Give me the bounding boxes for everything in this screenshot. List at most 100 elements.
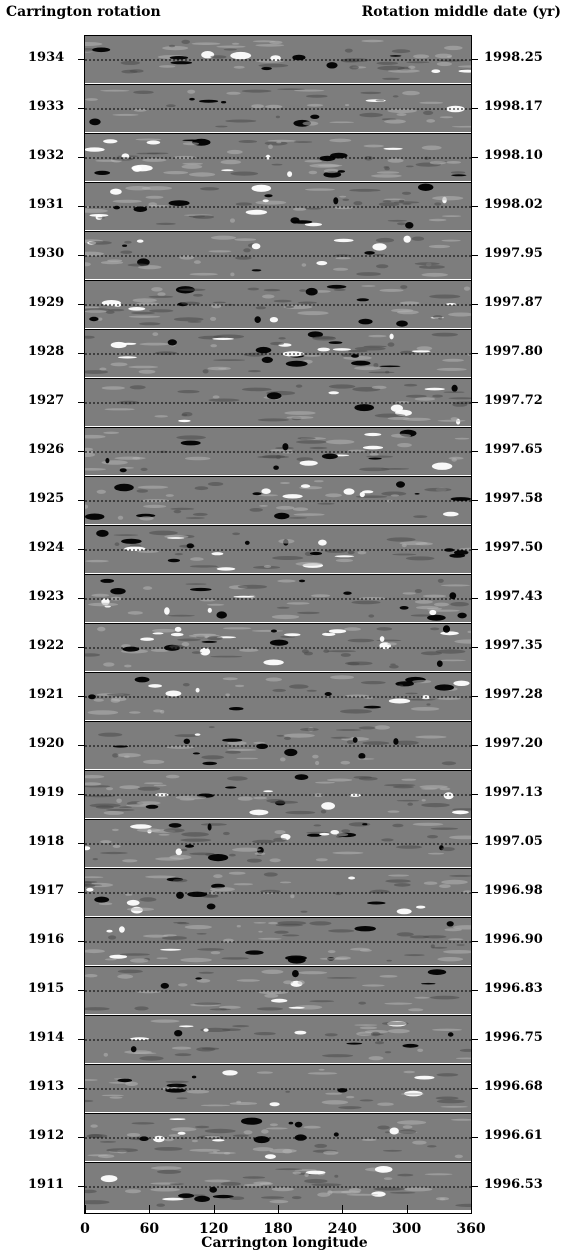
y-tick-left [78,1137,85,1138]
y-tick-left [78,1088,85,1089]
y-tick-left [78,941,85,942]
date-label-1930: 1997.95 [484,246,543,261]
magnetogram-strip-1933 [85,84,471,132]
rotation-label-1927: 1927 [28,393,65,408]
date-label-1917: 1996.98 [484,883,543,898]
date-label-1929: 1997.87 [484,295,543,310]
magnetogram-strip-1927 [85,378,471,426]
magnetogram-strip-1925 [85,476,471,524]
magnetogram-strip-1917 [85,868,471,916]
rotation-label-1916: 1916 [28,932,65,947]
y-tick-right [471,941,478,942]
magnetogram-strip-1932 [85,133,471,181]
magnetogram-strip-1924 [85,525,471,573]
magnetogram-strip-1914 [85,1015,471,1063]
y-tick-right [471,402,478,403]
x-tick-label-0: 0 [80,1221,90,1237]
rotation-label-1920: 1920 [28,736,65,751]
x-tick-label-180: 180 [263,1221,293,1237]
magnetogram-strip-1926 [85,427,471,475]
date-label-1925: 1997.58 [484,491,543,506]
y-tick-left [78,598,85,599]
rotation-label-1929: 1929 [28,295,65,310]
date-label-1921: 1997.28 [484,687,543,702]
magnetogram-strip-1929 [85,280,471,328]
magnetogram-strip-1911 [85,1162,471,1210]
y-tick-left [78,206,85,207]
y-tick-left [78,647,85,648]
date-label-1933: 1998.17 [484,99,543,114]
rotation-label-1928: 1928 [28,344,65,359]
y-tick-left [78,255,85,256]
magnetogram-strip-1922 [85,623,471,671]
x-tick [471,1205,472,1213]
date-label-1928: 1997.80 [484,344,543,359]
y-tick-right [471,157,478,158]
y-tick-left [78,1186,85,1187]
y-tick-right [471,1039,478,1040]
y-tick-right [471,598,478,599]
y-tick-left [78,892,85,893]
y-tick-right [471,206,478,207]
x-tick-label-120: 120 [199,1221,229,1237]
rotation-label-1930: 1930 [28,246,65,261]
y-tick-left [78,402,85,403]
y-tick-left [78,500,85,501]
header-rotation-middle-date: Rotation middle date (yr) [361,4,561,20]
magnetogram-strip-1923 [85,574,471,622]
magnetogram-strip-1934 [85,35,471,83]
magnetogram-strip-1928 [85,329,471,377]
rotation-label-1911: 1911 [28,1177,65,1192]
rotation-label-1933: 1933 [28,99,65,114]
magnetogram-strip-1919 [85,770,471,818]
y-tick-right [471,1137,478,1138]
magnetogram-strip-1920 [85,721,471,769]
rotation-label-1918: 1918 [28,834,65,849]
x-axis-label: Carrington longitude [201,1235,368,1251]
date-label-1934: 1998.25 [484,50,543,65]
x-tick [278,1205,279,1213]
rotation-label-1923: 1923 [28,589,65,604]
x-tick-label-240: 240 [327,1221,357,1237]
y-tick-right [471,59,478,60]
x-tick [213,1205,215,1213]
rotation-label-1914: 1914 [28,1030,65,1045]
date-label-1932: 1998.10 [484,148,543,163]
date-label-1914: 1996.75 [484,1030,543,1045]
y-tick-right [471,108,478,109]
magnetogram-strip-1915 [85,966,471,1014]
y-tick-right [471,892,478,893]
rotation-label-1932: 1932 [28,148,65,163]
rotation-label-1922: 1922 [28,638,65,653]
y-tick-left [78,794,85,795]
x-tick [85,1205,86,1213]
date-label-1922: 1997.35 [484,638,543,653]
magnetogram-strip-1930 [85,231,471,279]
y-tick-left [78,451,85,452]
date-label-1926: 1997.65 [484,442,543,457]
date-label-1911: 1996.53 [484,1177,543,1192]
rotation-label-1921: 1921 [28,687,65,702]
y-tick-left [78,745,85,746]
rotation-label-1915: 1915 [28,981,65,996]
rotation-label-1917: 1917 [28,883,65,898]
date-label-1915: 1996.83 [484,981,543,996]
date-label-1923: 1997.43 [484,589,543,604]
date-label-1916: 1996.90 [484,932,543,947]
rotation-label-1925: 1925 [28,491,65,506]
y-tick-right [471,451,478,452]
y-tick-right [471,696,478,697]
y-tick-left [78,549,85,550]
magnetogram-strip-1916 [85,917,471,965]
y-tick-left [78,108,85,109]
x-tick [149,1205,151,1213]
y-tick-right [471,647,478,648]
y-tick-left [78,1039,85,1040]
rotation-label-1913: 1913 [28,1079,65,1094]
rotation-label-1924: 1924 [28,540,65,555]
y-tick-left [78,843,85,844]
y-tick-left [78,157,85,158]
x-tick-label-360: 360 [456,1221,486,1237]
rotation-label-1926: 1926 [28,442,65,457]
y-tick-left [78,990,85,991]
